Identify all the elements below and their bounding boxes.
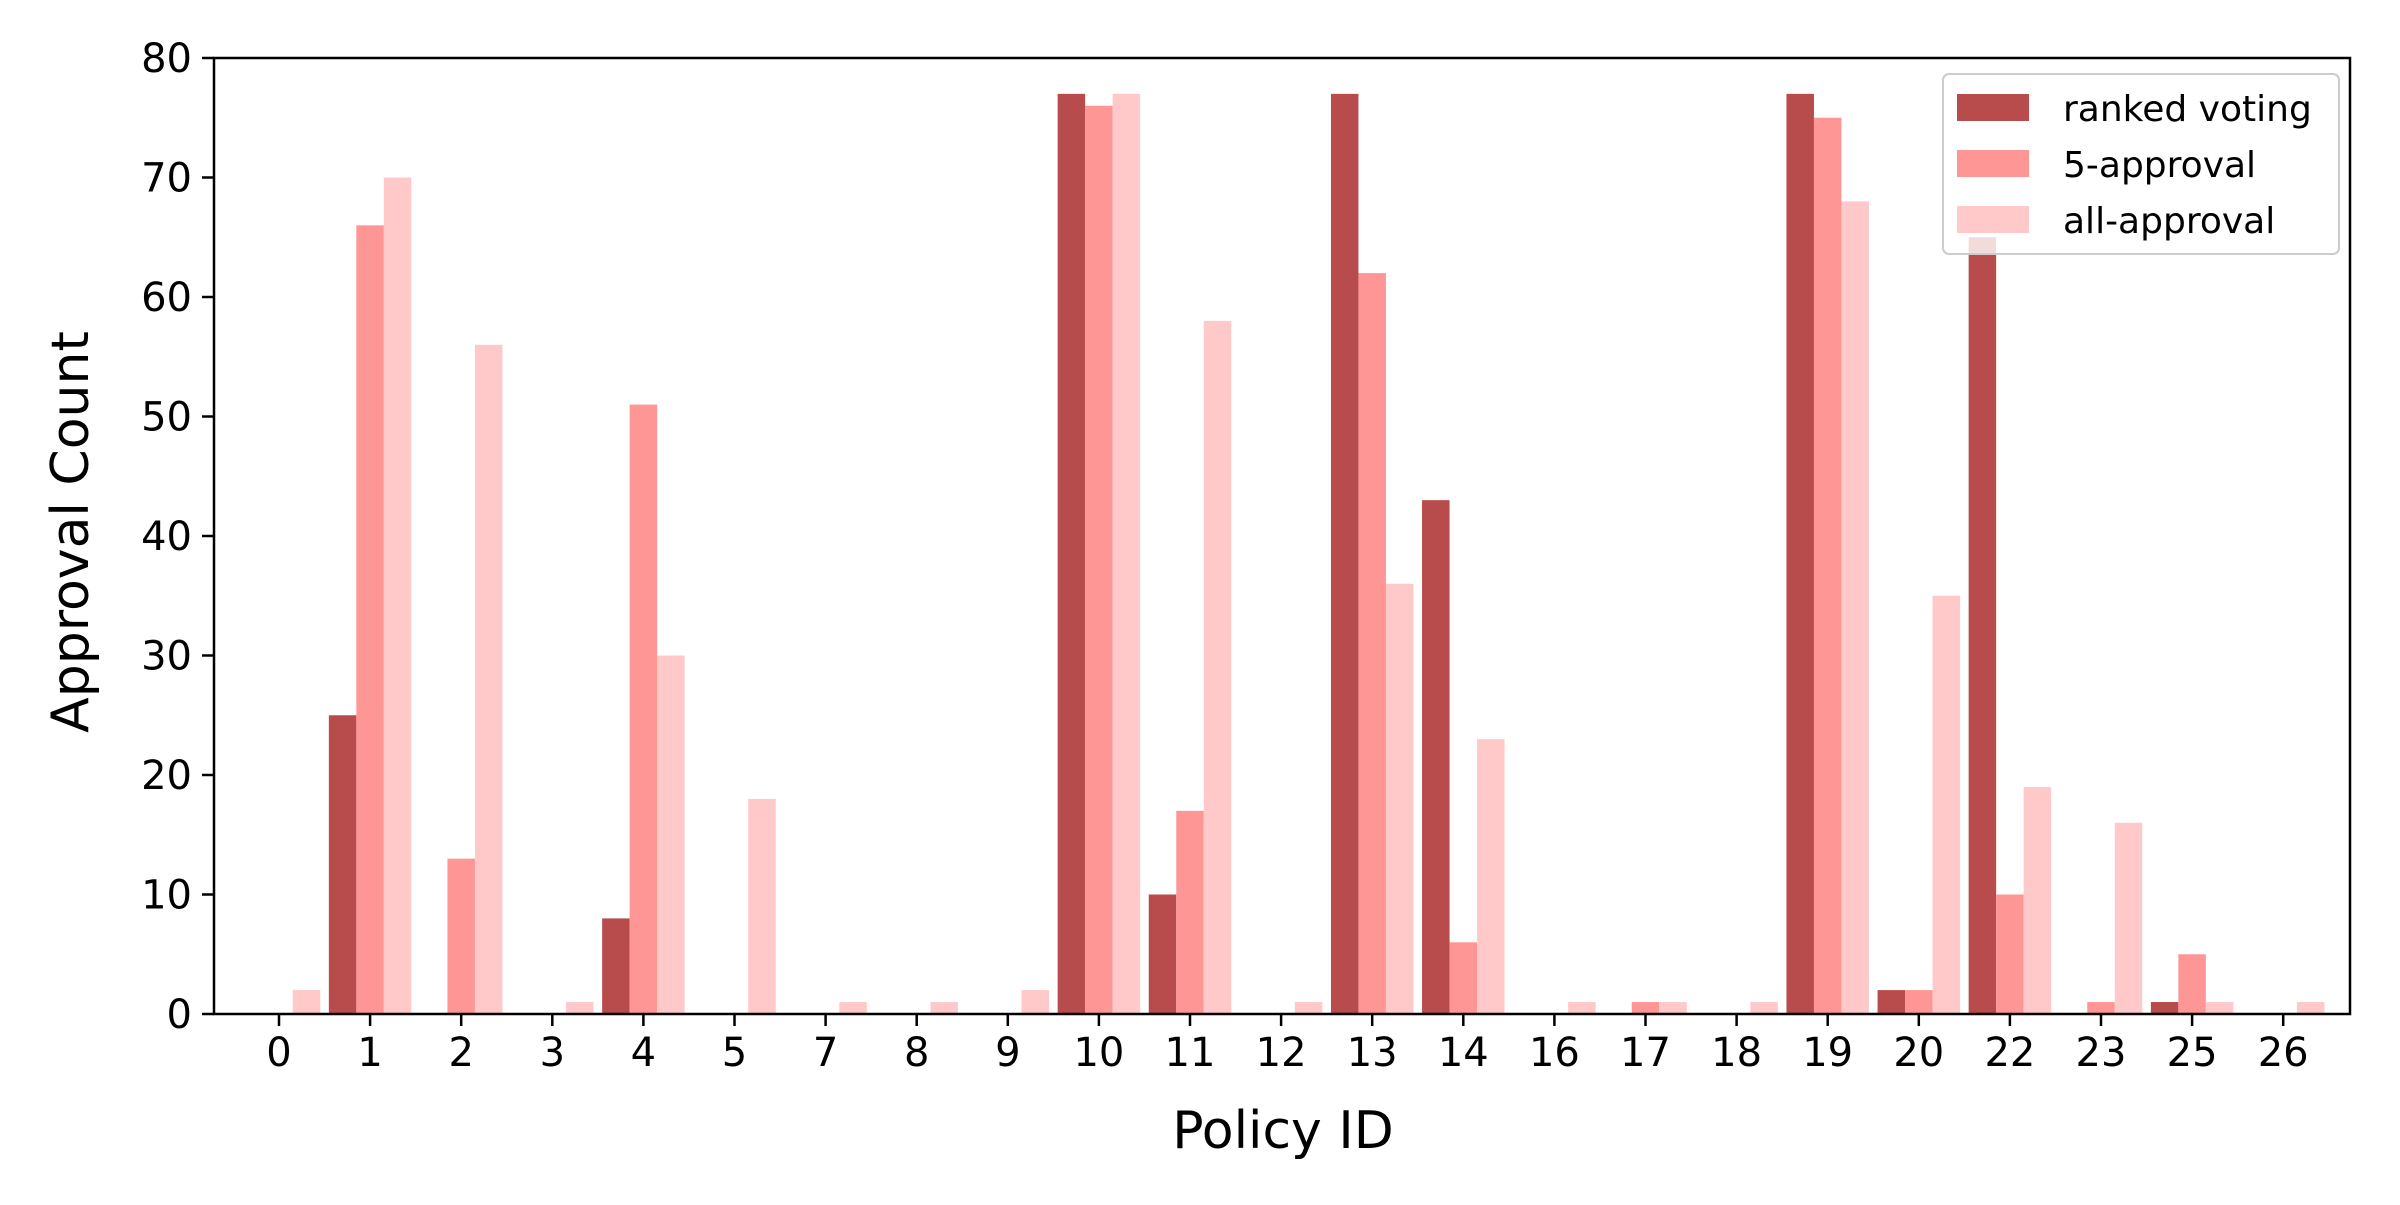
x-tick-label: 16 xyxy=(1529,1030,1580,1076)
bar-ranked-voting-policy-25 xyxy=(2150,1002,2179,1014)
x-tick-label: 19 xyxy=(1802,1030,1853,1076)
bar-all-approval-policy-23 xyxy=(2114,822,2143,1014)
x-tick-label: 7 xyxy=(813,1030,838,1076)
bar-all-approval-policy-18 xyxy=(1750,1002,1778,1014)
bar-all-approval-policy-25 xyxy=(2205,1002,2234,1014)
bar-5-approval-policy-22 xyxy=(1996,894,2024,1014)
bar-5-approval-policy-1 xyxy=(356,225,384,1015)
bar-all-approval-policy-3 xyxy=(566,1002,594,1014)
bar-5-approval-policy-13 xyxy=(1358,273,1386,1015)
x-axis-title: Policy ID xyxy=(1172,1101,1393,1161)
bar-all-approval-policy-9 xyxy=(1021,990,1050,1014)
legend-label: 5-approval xyxy=(2063,145,2256,186)
x-tick-label: 2 xyxy=(448,1030,473,1076)
y-axis-title: Approval Count xyxy=(41,331,101,733)
x-tick-label: 13 xyxy=(1347,1030,1398,1076)
bar-ranked-voting-policy-14 xyxy=(1422,500,1450,1014)
bar-all-approval-policy-4 xyxy=(657,655,685,1014)
x-tick-label: 11 xyxy=(1165,1030,1216,1076)
bar-all-approval-policy-26 xyxy=(2296,1002,2325,1014)
x-tick-label: 25 xyxy=(2167,1030,2218,1076)
bar-all-approval-policy-7 xyxy=(839,1002,867,1014)
bar-5-approval-policy-2 xyxy=(447,858,475,1014)
bar-all-approval-policy-10 xyxy=(1112,93,1141,1015)
bar-all-approval-policy-8 xyxy=(930,1002,958,1014)
x-tick-label: 10 xyxy=(1073,1030,1124,1076)
bar-all-approval-policy-22 xyxy=(2023,786,2052,1014)
legend-swatch xyxy=(1957,94,2029,121)
bar-5-approval-policy-23 xyxy=(2087,1002,2115,1014)
bar-ranked-voting-policy-22 xyxy=(1968,237,1997,1014)
bar-all-approval-policy-5 xyxy=(748,798,776,1014)
bar-ranked-voting-policy-4 xyxy=(602,918,630,1014)
y-tick-label: 30 xyxy=(141,634,192,680)
bar-all-approval-policy-17 xyxy=(1659,1002,1687,1014)
bar-ranked-voting-policy-20 xyxy=(1877,990,1906,1014)
bar-all-approval-policy-14 xyxy=(1477,739,1505,1014)
bar-all-approval-policy-13 xyxy=(1385,583,1414,1014)
bar-all-approval-policy-1 xyxy=(383,177,412,1014)
legend-box xyxy=(1942,73,2340,255)
bar-ranked-voting-policy-10 xyxy=(1057,93,1086,1015)
bar-ranked-voting-policy-13 xyxy=(1330,93,1359,1015)
legend-swatch xyxy=(1957,206,2029,233)
bar-ranked-voting-policy-1 xyxy=(328,715,357,1014)
bar-all-approval-policy-12 xyxy=(1294,1002,1323,1014)
bar-all-approval-policy-2 xyxy=(474,344,503,1014)
legend-swatch xyxy=(1957,150,2029,177)
bar-all-approval-policy-11 xyxy=(1203,320,1232,1014)
x-tick-label: 22 xyxy=(1984,1030,2035,1076)
bar-5-approval-policy-10 xyxy=(1085,105,1113,1015)
bar-all-approval-policy-16 xyxy=(1568,1002,1596,1014)
bar-5-approval-policy-11 xyxy=(1176,810,1204,1014)
x-tick-label: 3 xyxy=(540,1030,565,1076)
bar-5-approval-policy-20 xyxy=(1905,990,1933,1014)
x-tick-label: 26 xyxy=(2258,1030,2309,1076)
bar-all-approval-policy-20 xyxy=(1932,595,1961,1014)
bar-all-approval-policy-0 xyxy=(292,990,321,1014)
x-tick-label: 0 xyxy=(266,1030,291,1076)
x-tick-label: 20 xyxy=(1893,1030,1944,1076)
x-tick-label: 5 xyxy=(722,1030,747,1076)
x-tick-label: 12 xyxy=(1256,1030,1307,1076)
bar-5-approval-policy-17 xyxy=(1631,1002,1660,1014)
bar-5-approval-policy-14 xyxy=(1449,942,1478,1014)
y-tick-label: 70 xyxy=(141,156,192,202)
x-tick-label: 23 xyxy=(2076,1030,2127,1076)
y-tick-label: 50 xyxy=(141,395,192,441)
x-tick-label: 18 xyxy=(1711,1030,1762,1076)
x-tick-label: 8 xyxy=(904,1030,929,1076)
y-tick-label: 20 xyxy=(141,753,192,799)
y-tick-label: 40 xyxy=(141,514,192,560)
y-tick-label: 80 xyxy=(141,36,192,82)
y-tick-label: 10 xyxy=(141,873,192,919)
bar-5-approval-policy-19 xyxy=(1813,117,1842,1014)
bar-ranked-voting-policy-11 xyxy=(1148,894,1177,1014)
x-tick-label: 17 xyxy=(1620,1030,1671,1076)
legend-label: all-approval xyxy=(2063,201,2275,242)
bar-all-approval-policy-19 xyxy=(1841,201,1869,1014)
x-tick-label: 9 xyxy=(995,1030,1020,1076)
legend-label: ranked voting xyxy=(2063,89,2312,130)
bars-layer xyxy=(292,93,2325,1015)
x-tick-label: 1 xyxy=(357,1030,382,1076)
x-tick-label: 4 xyxy=(631,1030,656,1076)
x-tick-label: 14 xyxy=(1438,1030,1489,1076)
legend: ranked voting 5-approval all-approval xyxy=(1942,73,2340,255)
bar-5-approval-policy-4 xyxy=(629,404,658,1014)
y-tick-label: 60 xyxy=(141,275,192,321)
bar-ranked-voting-policy-19 xyxy=(1786,93,1814,1015)
y-tick-label: 0 xyxy=(167,992,192,1038)
bar-5-approval-policy-25 xyxy=(2178,954,2206,1014)
